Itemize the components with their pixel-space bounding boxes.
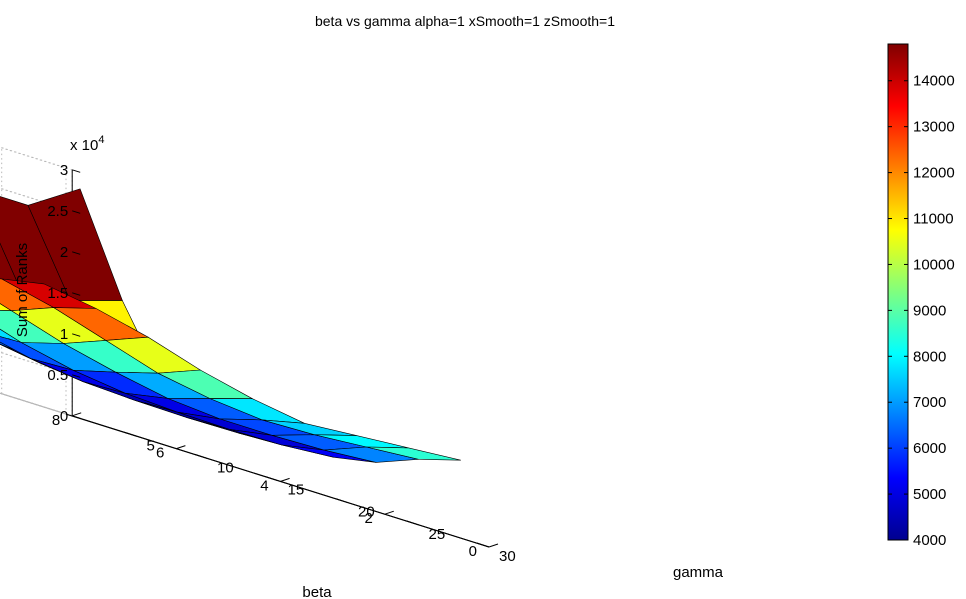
- z-tick-label: 2.5: [47, 203, 68, 220]
- z-tick-label: 0.5: [47, 367, 68, 384]
- chart-title: beta vs gamma alpha=1 xSmooth=1 zSmooth=…: [315, 13, 615, 29]
- colorbar-tick-label: 10000: [913, 256, 955, 273]
- surface-plot: [0, 188, 461, 463]
- x-tick-label: 10: [217, 459, 234, 476]
- z-tick-label: 2: [60, 244, 68, 261]
- y-axis-label: beta: [302, 584, 332, 599]
- colorbar-tick-label: 8000: [913, 348, 946, 365]
- colorbar-tick-label: 13000: [913, 119, 955, 136]
- z-exponent: x 104: [70, 134, 104, 154]
- x-axis-label: gamma: [673, 564, 724, 581]
- colorbar-tick-label: 4000: [913, 532, 946, 549]
- surface-patch: [366, 446, 461, 461]
- y-tick-label: 6: [156, 445, 164, 462]
- z-tick-label: 3: [60, 162, 68, 179]
- colorbar-tick-label: 14000: [913, 73, 955, 90]
- colorbar-tick-label: 7000: [913, 394, 946, 411]
- colorbar-tick-label: 6000: [913, 440, 946, 457]
- colorbar-tick-label: 12000: [913, 165, 955, 182]
- x-tick-label: 5: [147, 437, 155, 454]
- colorbar-ticks: 4000 5000 6000 7000 8000 9000 10000 11000 12000 1…: [888, 73, 955, 549]
- y-tick-label: 0: [469, 543, 477, 560]
- colorbar-tick-label: 9000: [913, 302, 946, 319]
- y-tick-label: 4: [260, 477, 268, 494]
- colorbar: [887, 43, 909, 541]
- y-tick-label: 8: [52, 412, 60, 429]
- z-tick-label: 1: [60, 326, 68, 343]
- x-tick-label: 20: [358, 504, 375, 521]
- colorbar-tick-label: 11000: [913, 211, 954, 228]
- x-tick-label: 15: [288, 482, 305, 499]
- x-tick-label: 25: [429, 526, 446, 543]
- z-tick-label: 0: [60, 408, 68, 425]
- colorbar-tick-label: 5000: [913, 486, 946, 503]
- z-tick-label: 1.5: [47, 285, 68, 302]
- z-axis-label: Sum of Ranks: [14, 243, 31, 337]
- y-tick-label: 2: [364, 510, 372, 527]
- x-tick-label: 30: [499, 548, 516, 565]
